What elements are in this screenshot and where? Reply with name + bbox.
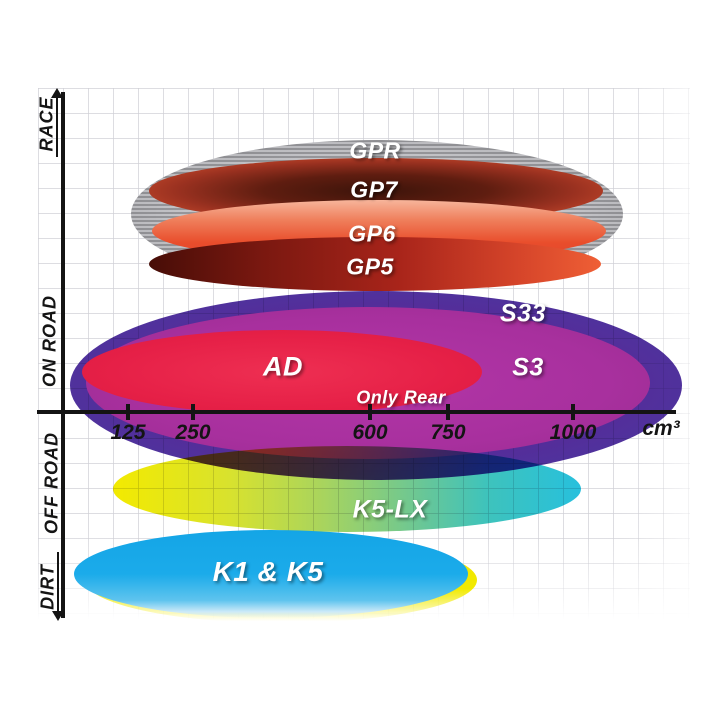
race-arrow-line xyxy=(56,97,58,157)
x-tick-label-1000: 1000 xyxy=(549,421,597,444)
x-axis-unit-label: cm³ xyxy=(642,417,680,440)
product-label-gp5: GP5 xyxy=(346,253,394,280)
product-label-ad: AD xyxy=(263,351,303,382)
only-rear-annotation: Only Rear xyxy=(356,387,446,408)
product-label-k1k5: K1 & K5 xyxy=(212,556,324,587)
y-band-label-offroad: OFF ROAD xyxy=(41,432,62,534)
ellipse-k1k5 xyxy=(74,530,468,618)
race-arrow-up-icon xyxy=(51,88,63,98)
x-axis-tick xyxy=(126,404,130,420)
product-label-s3: S3 xyxy=(512,353,544,382)
y-band-label-onroad: ON ROAD xyxy=(39,295,60,387)
x-axis-tick xyxy=(571,404,575,420)
ellipse-ad xyxy=(82,330,482,414)
ellipse-k5lx xyxy=(113,446,581,532)
x-tick-label-600: 600 xyxy=(352,421,388,444)
x-tick-label-750: 750 xyxy=(430,421,466,444)
x-axis-tick xyxy=(368,404,372,420)
dirt-arrow-line xyxy=(57,552,59,612)
x-tick-label-250: 250 xyxy=(175,421,211,444)
product-label-gp6: GP6 xyxy=(348,220,396,247)
dirt-arrow-down-icon xyxy=(52,611,64,621)
y-axis-line xyxy=(61,92,65,618)
x-tick-label-125: 125 xyxy=(110,421,146,444)
x-axis-tick xyxy=(191,404,195,420)
x-axis-line xyxy=(37,410,676,414)
y-band-label-dirt: DIRT xyxy=(37,564,58,610)
y-band-label-race: RACE xyxy=(36,96,57,152)
product-label-gpr: GPR xyxy=(349,137,401,164)
product-label-gp7: GP7 xyxy=(350,176,398,203)
product-label-s33: S33 xyxy=(500,299,546,328)
ellipse-gp5 xyxy=(149,237,601,291)
product-label-k5lx: K5-LX xyxy=(352,495,428,524)
x-axis-tick xyxy=(446,404,450,420)
